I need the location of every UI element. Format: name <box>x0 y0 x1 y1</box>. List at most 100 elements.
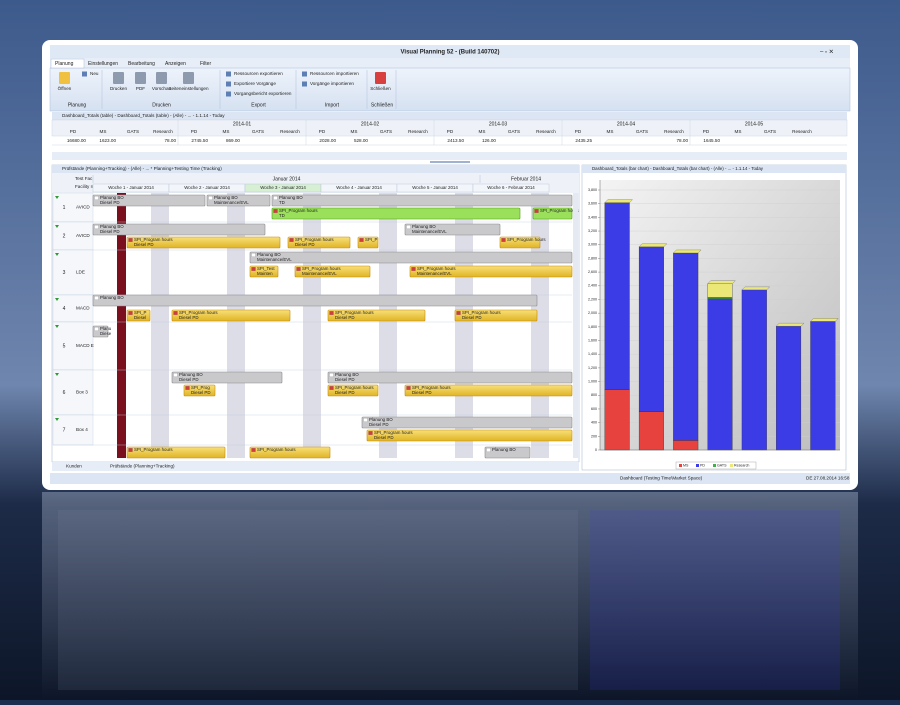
reflection <box>42 492 858 700</box>
task-sub-label: Diesel PD <box>335 315 355 320</box>
ribbon-button[interactable]: Ressourcen exportieren <box>234 71 283 76</box>
column-header: Research <box>408 129 428 134</box>
weekend-stripe <box>303 193 321 458</box>
document-tab[interactable]: Prüfstände (Planning+Tracking) <box>110 464 175 469</box>
task-bar[interactable] <box>171 309 291 322</box>
ribbon-group-label: Drucken <box>152 102 171 108</box>
table-cell: 1645.50 <box>703 138 720 143</box>
task-bar[interactable] <box>183 384 216 397</box>
task-bar[interactable] <box>454 309 538 322</box>
bar-segment <box>776 326 802 451</box>
task-icon <box>173 373 178 377</box>
task-sub-label: Diesel PD <box>462 315 482 320</box>
window-controls[interactable]: – ▫ ✕ <box>820 50 834 56</box>
task-bar[interactable] <box>287 236 351 249</box>
ribbon-tab[interactable]: Anzeigen <box>165 61 186 67</box>
ribbon-button[interactable]: Neu <box>90 71 99 76</box>
ribbon-button[interactable]: Ressourcen importieren <box>310 71 359 76</box>
bar-segment <box>604 202 630 390</box>
task-bar[interactable] <box>271 194 573 207</box>
task-label: Planung BO <box>257 252 281 257</box>
task-bar[interactable] <box>249 251 573 264</box>
legend-label: MS <box>683 464 689 468</box>
task-sub-label: Diesel PD <box>412 390 432 395</box>
task-sub-label: Diesel PD <box>335 390 355 395</box>
ribbon-button[interactable]: Öffnen <box>58 85 72 91</box>
y-tick-label: 2,400 <box>588 284 597 288</box>
task-bar[interactable] <box>404 223 501 236</box>
task-bar[interactable] <box>126 236 281 249</box>
task-bar[interactable] <box>206 194 271 207</box>
ribbon-tab[interactable]: Planung <box>55 61 74 67</box>
ribbon-icon <box>82 71 87 77</box>
task-bar[interactable] <box>92 194 206 207</box>
task-bar[interactable] <box>294 265 371 278</box>
task-sub-label: Diesel PD <box>335 377 355 382</box>
task-sub-label: Diese <box>100 331 112 336</box>
ribbon-icon <box>113 72 124 84</box>
row-number: 3 <box>63 270 66 276</box>
week-header-label: Woche 4 - Januar 2014 <box>336 185 382 190</box>
y-tick-label: 2,600 <box>588 270 597 274</box>
ribbon-tab[interactable]: Bearbeitung <box>128 61 155 67</box>
task-bar[interactable] <box>92 223 266 236</box>
task-icon <box>208 196 213 200</box>
task-bar[interactable] <box>126 309 151 322</box>
task-bar[interactable] <box>404 384 573 397</box>
ribbon-button[interactable]: Vorschau <box>152 86 172 91</box>
task-label: SPI_Program hours <box>507 237 546 242</box>
task-bar[interactable] <box>249 446 331 459</box>
bar-segment <box>673 252 699 441</box>
task-bar[interactable] <box>126 446 226 459</box>
ribbon-button[interactable]: Exportiere Vorgänge <box>234 81 276 86</box>
task-bar[interactable] <box>327 309 426 322</box>
title-bar <box>50 45 850 58</box>
ribbon-button[interactable]: Vorgänge importieren <box>310 81 354 86</box>
ribbon-button[interactable]: Vorgangsbericht exportieren <box>234 91 292 96</box>
ribbon-tab[interactable]: Filter <box>200 61 211 67</box>
task-icon <box>406 386 411 390</box>
task-bar[interactable] <box>92 294 538 307</box>
expand-icon <box>55 196 59 199</box>
task-icon <box>411 267 416 271</box>
ribbon-button[interactable]: Seiteneinstellungen <box>168 86 209 91</box>
ribbon-button[interactable]: Drucken <box>110 86 128 91</box>
row-number: 5 <box>63 343 66 349</box>
row-name: Box 3 <box>76 390 88 395</box>
row-header <box>52 321 94 371</box>
task-bar[interactable] <box>327 371 573 384</box>
ribbon-icon <box>59 72 70 84</box>
task-icon <box>128 448 133 452</box>
task-bar[interactable] <box>499 236 541 249</box>
task-bar[interactable] <box>249 265 279 278</box>
task-bar[interactable] <box>366 429 573 442</box>
column-header: GATS <box>252 129 264 134</box>
task-label: Planung BO <box>279 195 303 200</box>
task-icon <box>251 253 256 257</box>
task-sub-label: TD <box>279 213 285 218</box>
task-bar[interactable] <box>532 207 573 220</box>
ribbon-button[interactable]: PDF <box>136 86 145 91</box>
task-bar[interactable] <box>327 384 379 397</box>
document-tab[interactable]: Kunden <box>66 464 82 469</box>
ribbon-tab[interactable]: Einstellungen <box>88 61 118 67</box>
task-label: SPI_Prog <box>191 385 210 390</box>
task-bar[interactable] <box>484 446 531 459</box>
bar-segment <box>638 246 664 412</box>
task-sub-label: Maintenance/EVL <box>257 257 292 262</box>
task-sub-label: Maintenance/EVL <box>417 271 452 276</box>
column-header: PD <box>70 129 77 134</box>
task-icon <box>94 327 99 331</box>
week-header-label: Woche 3 - Januar 2014 <box>260 185 306 190</box>
row-number: 6 <box>63 390 66 396</box>
task-bar[interactable] <box>271 207 521 220</box>
period-header: 2014-01 <box>233 121 252 127</box>
ribbon-button[interactable]: Schließen <box>370 86 391 91</box>
column-header: Research <box>664 129 684 134</box>
task-bar[interactable] <box>409 265 573 278</box>
task-bar[interactable] <box>361 416 573 429</box>
task-icon <box>128 238 133 242</box>
column-header: PD <box>191 129 198 134</box>
task-bar[interactable] <box>171 371 283 384</box>
